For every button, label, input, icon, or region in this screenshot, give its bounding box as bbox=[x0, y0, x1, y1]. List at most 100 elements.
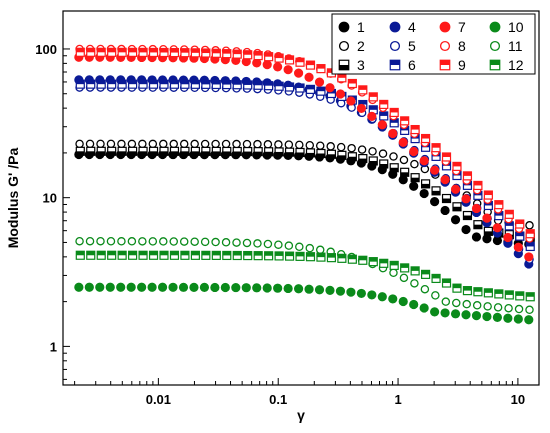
data-point bbox=[96, 139, 105, 149]
data-point bbox=[199, 282, 210, 292]
data-point bbox=[274, 240, 283, 249]
x-axis-title: γ bbox=[297, 407, 305, 423]
data-point bbox=[75, 139, 84, 149]
data-point bbox=[243, 50, 253, 60]
x-tick-label: 0.1 bbox=[269, 392, 287, 407]
legend-marker bbox=[489, 59, 501, 71]
data-point bbox=[483, 190, 493, 200]
data-point bbox=[398, 137, 408, 147]
data-point bbox=[86, 79, 96, 89]
data-point bbox=[295, 147, 305, 158]
data-point bbox=[147, 282, 157, 292]
legend-label: 11 bbox=[508, 38, 523, 54]
data-point bbox=[440, 205, 450, 216]
data-point bbox=[126, 282, 136, 292]
legend-marker bbox=[338, 21, 350, 33]
data-point bbox=[138, 139, 147, 149]
series-11 bbox=[75, 236, 534, 315]
data-point bbox=[253, 139, 262, 149]
data-point bbox=[462, 299, 471, 309]
y-tick-label: 1 bbox=[50, 339, 57, 354]
data-point bbox=[377, 292, 387, 302]
data-point bbox=[504, 303, 513, 313]
data-point bbox=[483, 288, 493, 298]
data-point bbox=[273, 62, 283, 72]
series-6 bbox=[75, 79, 535, 252]
data-point bbox=[159, 250, 169, 260]
data-point bbox=[189, 282, 199, 292]
data-point bbox=[305, 60, 316, 70]
data-point bbox=[389, 163, 399, 173]
x-axis: 0.01 0.1 1 10 bbox=[74, 378, 525, 407]
x-tick-label: 1 bbox=[394, 392, 401, 407]
data-point bbox=[107, 47, 117, 57]
data-point bbox=[421, 179, 431, 189]
data-point bbox=[314, 285, 325, 295]
data-point bbox=[504, 209, 514, 219]
legend-label: 10 bbox=[508, 19, 524, 35]
data-point bbox=[243, 80, 253, 90]
data-point bbox=[148, 250, 159, 260]
data-point bbox=[86, 146, 96, 156]
data-point bbox=[515, 291, 525, 301]
data-point bbox=[211, 48, 221, 58]
data-point bbox=[222, 49, 232, 59]
data-point bbox=[232, 146, 242, 157]
data-point bbox=[399, 155, 409, 165]
legend-item: 12 bbox=[489, 57, 524, 73]
data-point bbox=[295, 242, 304, 252]
data-point bbox=[400, 263, 410, 273]
data-point bbox=[431, 273, 441, 284]
legend-box bbox=[331, 13, 536, 75]
data-point bbox=[337, 253, 347, 263]
data-point bbox=[461, 310, 471, 320]
data-point bbox=[157, 282, 168, 292]
data-point bbox=[358, 154, 368, 164]
data-point bbox=[211, 139, 220, 149]
data-point bbox=[420, 284, 430, 294]
data-point bbox=[179, 139, 189, 149]
legend-marker bbox=[439, 59, 451, 71]
data-point bbox=[284, 251, 295, 261]
data-point bbox=[473, 287, 483, 297]
data-point bbox=[284, 55, 295, 65]
data-point bbox=[492, 312, 503, 323]
legend-item: 2 bbox=[338, 38, 365, 54]
data-point bbox=[232, 139, 241, 149]
data-point bbox=[117, 146, 127, 156]
legend-label: 3 bbox=[357, 57, 365, 73]
data-point bbox=[503, 313, 513, 323]
data-point bbox=[462, 171, 473, 181]
data-point bbox=[232, 250, 242, 261]
data-point bbox=[524, 315, 534, 325]
data-point bbox=[159, 146, 169, 156]
data-point bbox=[293, 284, 304, 294]
data-point bbox=[513, 242, 523, 252]
data-point bbox=[190, 139, 199, 149]
data-point bbox=[128, 47, 138, 57]
data-point bbox=[326, 253, 337, 263]
data-point bbox=[409, 299, 419, 310]
data-point bbox=[325, 83, 335, 93]
y-tick-label: 10 bbox=[43, 191, 57, 206]
data-point bbox=[75, 250, 85, 260]
data-point bbox=[346, 96, 356, 106]
data-point bbox=[492, 223, 503, 233]
data-point bbox=[211, 237, 220, 247]
data-point bbox=[210, 282, 220, 293]
data-point bbox=[419, 156, 429, 166]
data-point bbox=[452, 161, 462, 171]
data-point bbox=[462, 210, 473, 221]
data-point bbox=[86, 250, 96, 260]
data-point bbox=[326, 142, 335, 151]
data-point bbox=[274, 53, 284, 63]
legend-label: 8 bbox=[458, 38, 466, 54]
data-point bbox=[86, 47, 96, 57]
data-point bbox=[315, 245, 325, 255]
data-point bbox=[211, 146, 221, 156]
data-point bbox=[421, 133, 431, 144]
data-point bbox=[107, 79, 117, 89]
data-point bbox=[180, 48, 190, 58]
data-point bbox=[304, 284, 314, 294]
y-axis: 1 10 100 bbox=[35, 42, 70, 380]
